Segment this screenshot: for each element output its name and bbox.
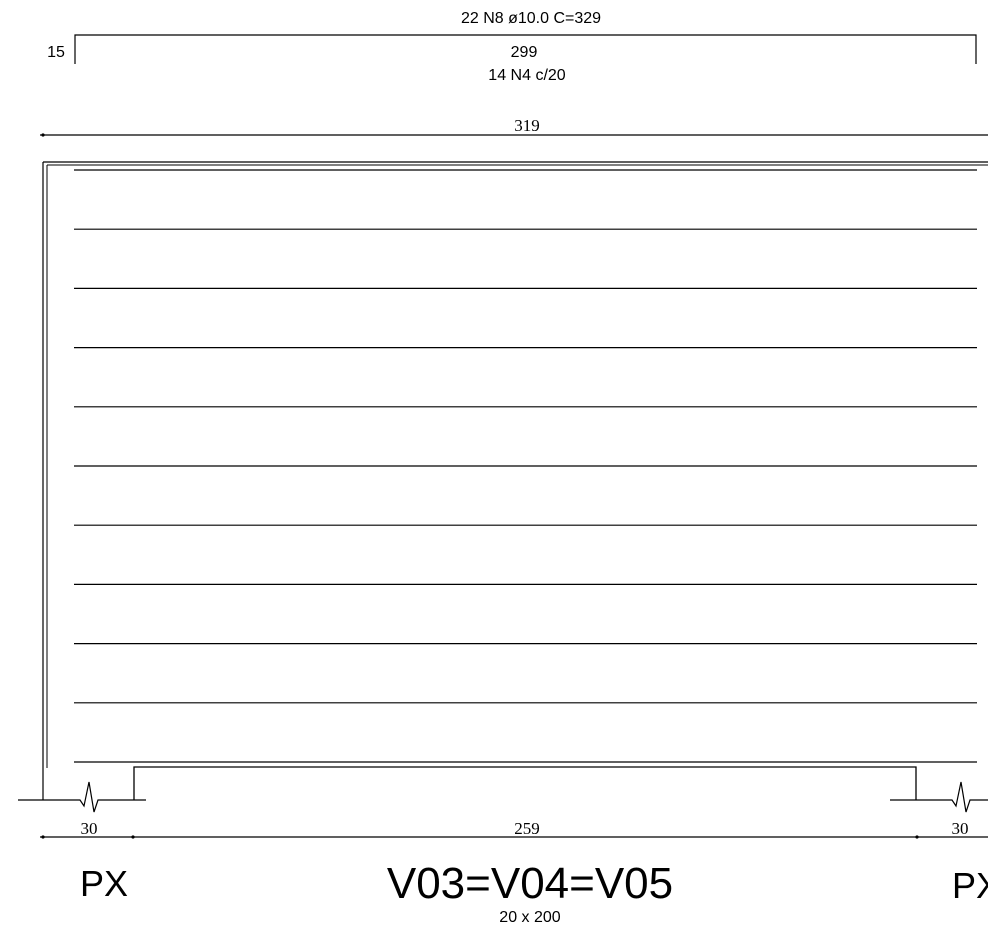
left-support-break xyxy=(18,781,146,813)
beam-elevation xyxy=(42,161,988,800)
dim-tick-1 xyxy=(41,835,45,839)
stirrups-label: 14 N4 c/20 xyxy=(488,67,565,84)
right-support-break xyxy=(890,781,988,813)
total-length-dimension: 319 xyxy=(40,116,988,137)
dim-tick-3 xyxy=(915,835,919,839)
beam-section-label: 20 x 200 xyxy=(499,909,560,926)
top-rebar-label: 22 N8 ø10.0 C=329 xyxy=(461,10,601,27)
top-rebar-shape xyxy=(74,34,977,64)
beam-bottom-opening xyxy=(133,766,917,800)
beam-name-label: V03=V04=V05 xyxy=(387,859,673,908)
right-support-width-label: 30 xyxy=(952,819,969,838)
total-length-tick-left xyxy=(41,133,45,137)
left-support-width-label: 30 xyxy=(81,819,98,838)
bottom-dimensions: 30 259 30 xyxy=(40,819,988,839)
total-length-label: 319 xyxy=(514,116,540,135)
horizontal-bars xyxy=(74,169,977,763)
clear-span-label: 259 xyxy=(514,819,540,838)
dim-tick-2 xyxy=(131,835,135,839)
left-support-label: PX xyxy=(80,863,128,904)
straight-length-label: 299 xyxy=(511,44,538,61)
left-break-line xyxy=(18,781,146,813)
right-support-label: PX xyxy=(952,865,988,906)
hook-length-label: 15 xyxy=(47,44,65,61)
top-rebar-detail: 22 N8 ø10.0 C=329 15 299 14 N4 c/20 xyxy=(47,10,977,84)
right-break-line xyxy=(890,781,988,813)
